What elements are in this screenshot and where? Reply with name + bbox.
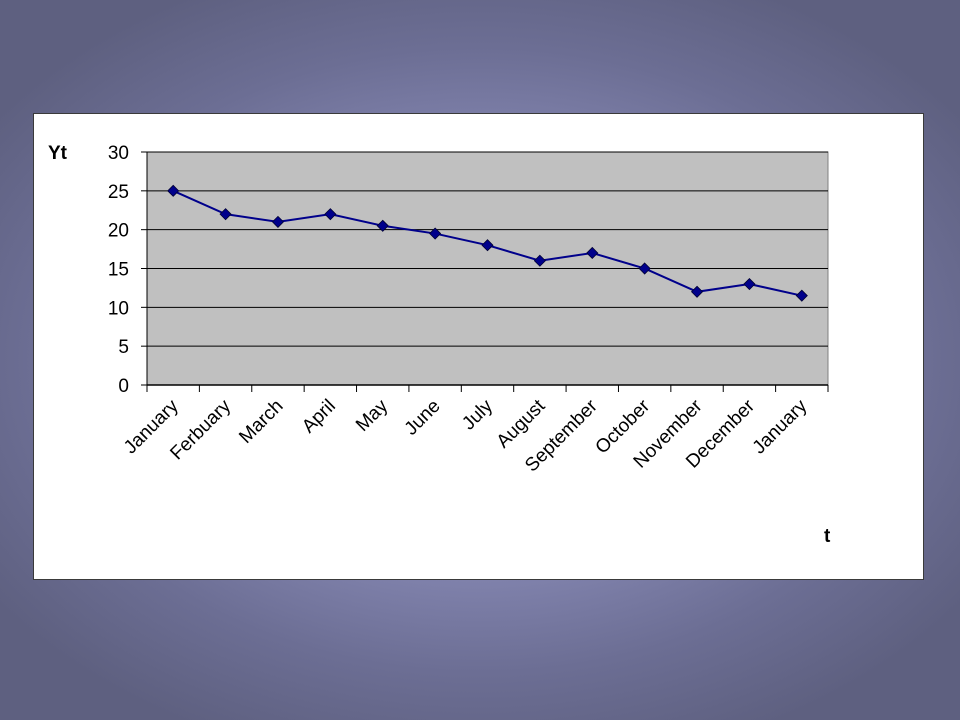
chart-panel: 0 5 10 15 20 25 30 January Ferbuary March April May…: [33, 113, 924, 580]
data-point: [376, 219, 389, 232]
data-point: [324, 208, 337, 221]
data-point: [795, 289, 808, 302]
data-point: [533, 254, 546, 267]
y-tick-label: 5: [118, 337, 129, 358]
y-tick-label: 20: [108, 221, 129, 242]
x-tick-label: March: [235, 396, 287, 448]
x-axis-title: t: [824, 526, 831, 547]
x-tick-label: July: [458, 395, 497, 434]
y-tick-label: 0: [118, 376, 129, 397]
x-tick-label: June: [401, 396, 445, 440]
x-tick-label: January: [749, 395, 812, 458]
y-tick-label: 10: [108, 298, 129, 319]
data-point: [638, 262, 651, 275]
data-point: [167, 184, 180, 197]
y-tick-label: 25: [108, 182, 129, 203]
y-tick-label: 15: [108, 260, 129, 281]
data-point: [586, 246, 599, 260]
data-point: [429, 227, 442, 240]
y-tick-label: 30: [108, 143, 129, 164]
data-point: [690, 285, 704, 298]
data-point: [219, 208, 232, 221]
data-point: [481, 239, 494, 252]
data-point: [271, 215, 285, 228]
data-point: [743, 277, 756, 291]
x-tick-label: April: [298, 396, 340, 438]
x-tick-label: May: [352, 395, 393, 436]
y-axis-title: Yt: [48, 143, 68, 164]
